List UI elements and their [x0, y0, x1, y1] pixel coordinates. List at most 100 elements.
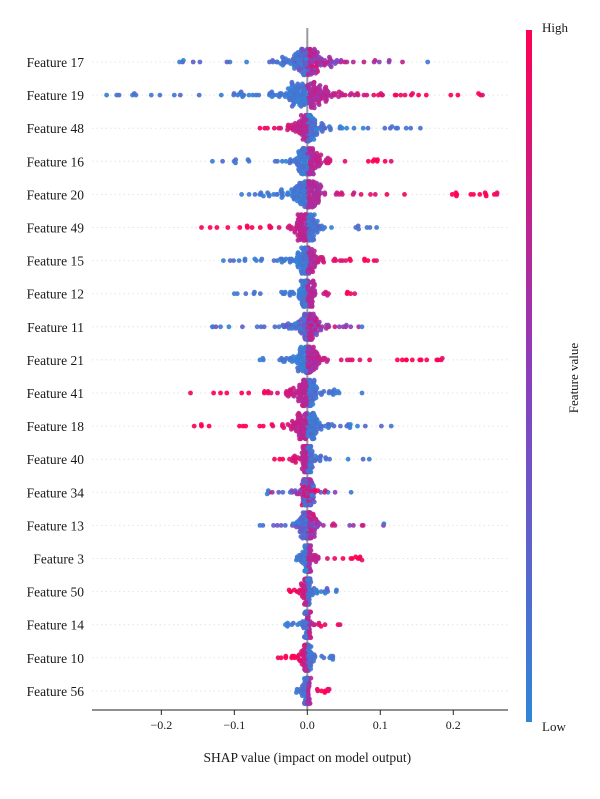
- shap-point: [389, 124, 395, 129]
- shap-points: [104, 46, 500, 707]
- shap-point: [246, 192, 252, 197]
- feature-label: Feature 56: [27, 684, 85, 699]
- shap-point: [294, 184, 300, 189]
- shap-point: [295, 81, 301, 87]
- shap-point: [314, 150, 320, 156]
- shap-point: [356, 226, 361, 232]
- shap-point: [312, 253, 317, 259]
- shap-point: [331, 521, 336, 527]
- shap-point: [336, 324, 342, 330]
- shap-point: [434, 357, 440, 363]
- shap-point: [285, 86, 291, 92]
- shap-point: [317, 458, 323, 464]
- shap-point: [309, 70, 315, 76]
- shap-point: [259, 256, 265, 262]
- shap-point: [302, 312, 308, 318]
- shap-point: [330, 392, 336, 397]
- shap-point: [349, 357, 355, 363]
- shap-point: [298, 113, 304, 118]
- shap-point: [338, 423, 343, 429]
- shap-point: [471, 192, 476, 197]
- shap-point: [342, 92, 348, 98]
- shap-point: [322, 622, 328, 628]
- shap-point: [291, 587, 297, 593]
- shap-point: [298, 581, 304, 586]
- shap-point: [344, 125, 350, 131]
- shap-point: [177, 59, 183, 65]
- shap-point: [257, 225, 263, 230]
- shap-point: [257, 523, 263, 528]
- shap-point: [304, 675, 309, 681]
- shap-point: [376, 92, 381, 98]
- shap-point: [231, 291, 237, 297]
- shap-point: [289, 458, 295, 464]
- shap-point: [312, 431, 318, 437]
- shap-point: [318, 327, 324, 333]
- shap-point: [218, 92, 224, 98]
- shap-point: [313, 365, 319, 371]
- shap-point: [314, 332, 319, 338]
- x-tick-label: −0.1: [223, 718, 245, 732]
- shap-point: [310, 236, 316, 242]
- shap-point: [322, 190, 328, 196]
- shap-point: [206, 423, 212, 429]
- shap-point: [322, 61, 328, 66]
- shap-point: [271, 523, 276, 528]
- shap-point: [308, 650, 314, 656]
- shap-point: [293, 326, 299, 331]
- shap-point: [276, 94, 282, 100]
- shap-point: [301, 595, 307, 601]
- shap-point: [297, 411, 302, 417]
- shap-point: [272, 324, 278, 330]
- shap-point: [249, 225, 255, 230]
- shap-point: [310, 170, 316, 176]
- shap-point: [292, 392, 297, 397]
- feature-labels: Feature 17 Feature 19 Feature 48 Feature 16…: [27, 55, 85, 699]
- shap-point: [379, 423, 384, 429]
- shap-point: [320, 226, 326, 232]
- shap-point: [198, 422, 204, 427]
- shap-point: [359, 390, 365, 396]
- feature-label: Feature 11: [27, 320, 84, 335]
- shap-point: [287, 292, 293, 298]
- shap-point: [365, 158, 371, 164]
- shap-point: [318, 589, 324, 594]
- shap-point: [323, 84, 329, 90]
- shap-point: [315, 218, 320, 224]
- shap-point: [362, 423, 368, 429]
- shap-point: [244, 223, 250, 229]
- shap-point: [240, 94, 245, 100]
- shap-point: [131, 91, 137, 96]
- shap-point: [494, 190, 500, 196]
- shap-point: [353, 554, 359, 560]
- shap-point: [305, 269, 310, 275]
- shap-point: [269, 89, 275, 95]
- shap-point: [477, 192, 483, 197]
- shap-point: [298, 436, 304, 442]
- shap-point: [305, 433, 311, 439]
- shap-point: [302, 102, 307, 108]
- shap-point: [210, 324, 215, 330]
- shap-point: [210, 158, 215, 164]
- shap-point: [221, 258, 226, 263]
- shap-point: [317, 521, 323, 527]
- shap-point: [322, 125, 328, 131]
- shap-point: [294, 557, 299, 563]
- shap-point: [242, 256, 248, 262]
- feature-label: Feature 12: [27, 287, 84, 302]
- shap-point: [308, 335, 314, 341]
- shap-point: [300, 535, 305, 541]
- shap-point: [326, 686, 332, 692]
- shap-point: [317, 420, 322, 426]
- shap-point: [359, 557, 365, 563]
- shap-point: [439, 355, 445, 361]
- shap-point: [336, 89, 342, 95]
- shap-point: [382, 158, 388, 164]
- shap-point: [334, 190, 340, 196]
- shap-point: [299, 330, 304, 336]
- shap-point: [324, 160, 330, 166]
- x-axis-title: SHAP value (impact on model output): [203, 750, 411, 765]
- shap-point: [318, 152, 324, 158]
- shap-point: [332, 489, 338, 495]
- shap-point: [280, 62, 286, 68]
